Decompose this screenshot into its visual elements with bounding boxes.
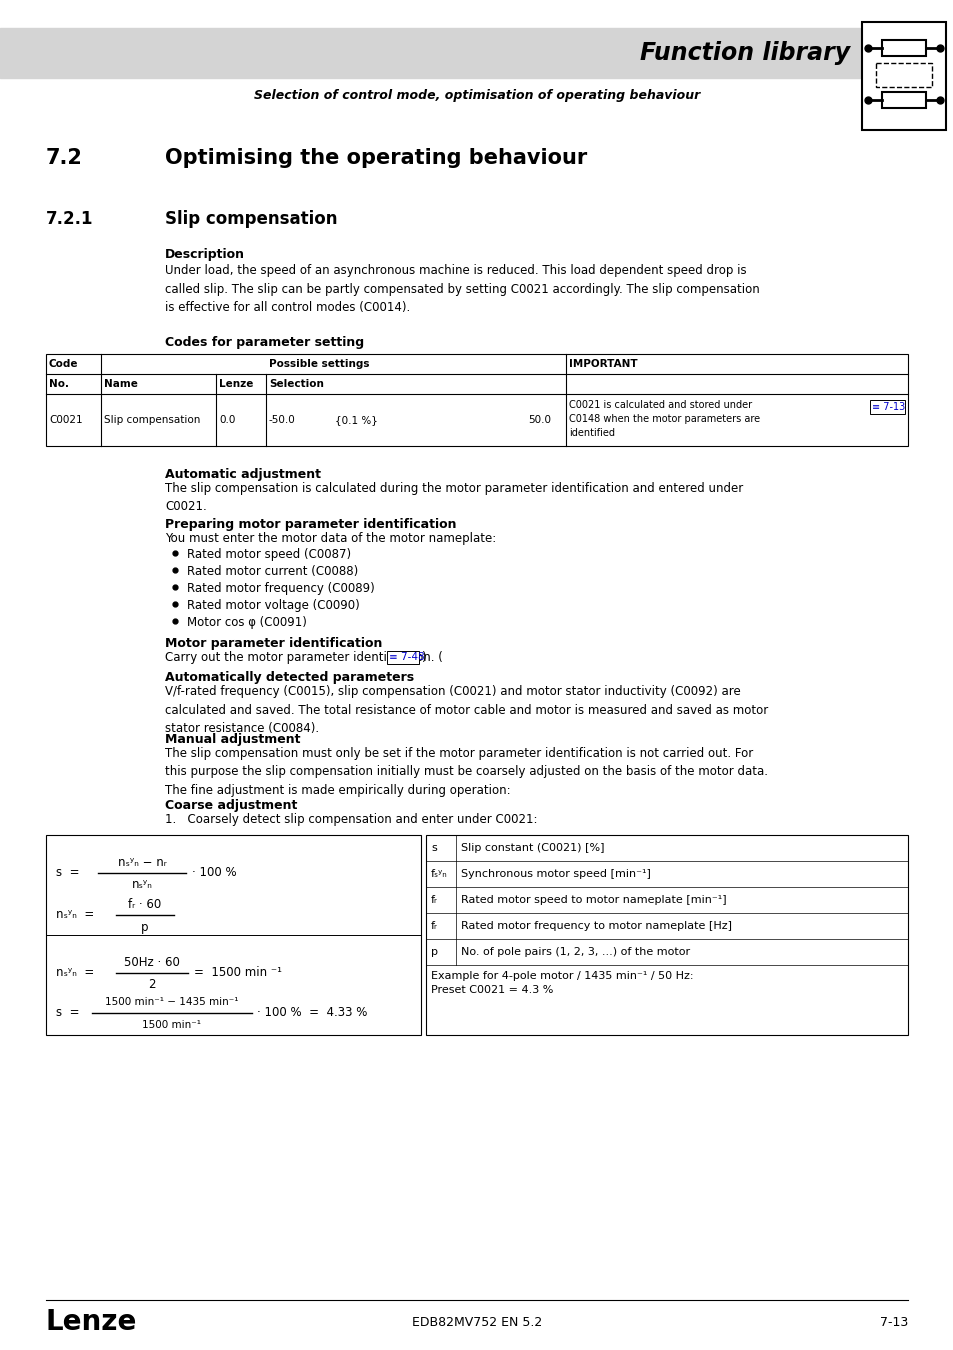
- Bar: [882, 40, 925, 55]
- Text: 1500 min⁻¹ − 1435 min⁻¹: 1500 min⁻¹ − 1435 min⁻¹: [105, 998, 238, 1007]
- Text: s  =: s =: [56, 867, 79, 879]
- Text: Rated motor voltage (C0090): Rated motor voltage (C0090): [187, 599, 359, 612]
- Text: You must enter the motor data of the motor nameplate:: You must enter the motor data of the mot…: [165, 532, 496, 545]
- Text: · 100 %: · 100 %: [192, 867, 236, 879]
- Text: 1.   Coarsely detect slip compensation and enter under C0021:: 1. Coarsely detect slip compensation and…: [165, 813, 537, 826]
- Text: 1500 min⁻¹: 1500 min⁻¹: [142, 1021, 201, 1030]
- Text: Codes for parameter setting: Codes for parameter setting: [165, 336, 364, 350]
- Text: Rated motor speed (C0087): Rated motor speed (C0087): [187, 548, 351, 562]
- Text: 50.0: 50.0: [527, 414, 551, 425]
- Text: C0021 is calculated and stored under
C0148 when the motor parameters are
identif: C0021 is calculated and stored under C01…: [568, 400, 760, 437]
- Text: {0.1 %}: {0.1 %}: [335, 414, 377, 425]
- Text: 7-13: 7-13: [879, 1315, 907, 1328]
- Text: fᵣ · 60: fᵣ · 60: [129, 898, 161, 910]
- Bar: [869, 400, 904, 414]
- Text: The slip compensation is calculated during the motor parameter identification an: The slip compensation is calculated duri…: [165, 482, 742, 513]
- Text: No. of pole pairs (1, 2, 3, ...) of the motor: No. of pole pairs (1, 2, 3, ...) of the …: [460, 946, 689, 957]
- Text: No.: No.: [49, 379, 69, 389]
- Bar: [46, 836, 420, 1035]
- Text: nₛʸₙ  =: nₛʸₙ =: [56, 909, 94, 922]
- Text: Carry out the motor parameter identification. (: Carry out the motor parameter identifica…: [165, 651, 442, 664]
- Text: nₛʸₙ − nᵣ: nₛʸₙ − nᵣ: [117, 856, 166, 868]
- Text: Under load, the speed of an asynchronous machine is reduced. This load dependent: Under load, the speed of an asynchronous…: [165, 265, 759, 315]
- Bar: [0, 28, 859, 78]
- Text: Automatically detected parameters: Automatically detected parameters: [165, 671, 414, 684]
- Text: · 100 %  =  4.33 %: · 100 % = 4.33 %: [256, 1007, 367, 1019]
- Text: Motor cos φ (C0091): Motor cos φ (C0091): [187, 616, 307, 629]
- Bar: [386, 651, 418, 664]
- Text: 0.0: 0.0: [219, 414, 235, 425]
- Text: Rated motor speed to motor nameplate [min⁻¹]: Rated motor speed to motor nameplate [mi…: [460, 895, 726, 905]
- Text: Slip compensation: Slip compensation: [104, 414, 200, 425]
- Text: fₛʸₙ: fₛʸₙ: [431, 869, 447, 879]
- Bar: [875, 63, 931, 86]
- Text: Slip compensation: Slip compensation: [165, 211, 337, 228]
- Text: Lenze: Lenze: [219, 379, 253, 389]
- Text: C0021: C0021: [49, 414, 83, 425]
- Text: ≡ 7-13: ≡ 7-13: [871, 402, 904, 412]
- Text: 7.2.1: 7.2.1: [46, 211, 93, 228]
- Text: Description: Description: [165, 248, 245, 261]
- Text: =  1500 min ⁻¹: = 1500 min ⁻¹: [193, 967, 282, 980]
- Text: nₛʸₙ  =: nₛʸₙ =: [56, 967, 94, 980]
- Bar: [882, 92, 925, 108]
- Text: fᵣ: fᵣ: [431, 895, 437, 905]
- Text: Optimising the operating behaviour: Optimising the operating behaviour: [165, 148, 587, 167]
- Text: 50Hz · 60: 50Hz · 60: [124, 956, 180, 968]
- Bar: [46, 354, 907, 446]
- Text: 2: 2: [148, 979, 155, 991]
- Text: Lenze: Lenze: [46, 1308, 137, 1336]
- Text: Rated motor current (C0088): Rated motor current (C0088): [187, 566, 358, 578]
- Bar: [426, 836, 907, 1035]
- Text: Rated motor frequency (C0089): Rated motor frequency (C0089): [187, 582, 375, 595]
- Text: s: s: [431, 842, 436, 853]
- Text: The slip compensation must only be set if the motor parameter identification is : The slip compensation must only be set i…: [165, 747, 767, 796]
- Text: Coarse adjustment: Coarse adjustment: [165, 799, 297, 811]
- Text: p: p: [141, 921, 149, 933]
- Text: EDB82MV752 EN 5.2: EDB82MV752 EN 5.2: [412, 1315, 541, 1328]
- Bar: [862, 22, 945, 130]
- Text: p: p: [431, 946, 437, 957]
- Text: Function library: Function library: [639, 40, 849, 65]
- Text: Preparing motor parameter identification: Preparing motor parameter identification: [165, 518, 456, 531]
- Text: Motor parameter identification: Motor parameter identification: [165, 637, 382, 649]
- Text: Synchronous motor speed [min⁻¹]: Synchronous motor speed [min⁻¹]: [460, 869, 650, 879]
- Text: Rated motor frequency to motor nameplate [Hz]: Rated motor frequency to motor nameplate…: [460, 921, 731, 931]
- Text: fᵣ: fᵣ: [431, 921, 437, 931]
- Text: Name: Name: [104, 379, 138, 389]
- Text: -50.0: -50.0: [269, 414, 295, 425]
- Text: Automatic adjustment: Automatic adjustment: [165, 468, 320, 481]
- Text: Selection of control mode, optimisation of operating behaviour: Selection of control mode, optimisation …: [253, 89, 700, 103]
- Text: nₛʸₙ: nₛʸₙ: [132, 879, 152, 891]
- Text: Possible settings: Possible settings: [269, 359, 369, 369]
- Text: Manual adjustment: Manual adjustment: [165, 733, 300, 747]
- Text: ≡ 7-48: ≡ 7-48: [389, 652, 424, 663]
- Text: Code: Code: [49, 359, 78, 369]
- Text: Example for 4-pole motor / 1435 min⁻¹ / 50 Hz:
Preset C0021 = 4.3 %: Example for 4-pole motor / 1435 min⁻¹ / …: [431, 971, 693, 995]
- Text: Slip constant (C0021) [%]: Slip constant (C0021) [%]: [460, 842, 604, 853]
- Text: IMPORTANT: IMPORTANT: [568, 359, 637, 369]
- Text: Selection: Selection: [269, 379, 323, 389]
- Text: ): ): [420, 651, 425, 664]
- Text: 7.2: 7.2: [46, 148, 83, 167]
- Text: V/f-rated frequency (C0015), slip compensation (C0021) and motor stator inductiv: V/f-rated frequency (C0015), slip compen…: [165, 684, 767, 734]
- Text: s  =: s =: [56, 1007, 79, 1019]
